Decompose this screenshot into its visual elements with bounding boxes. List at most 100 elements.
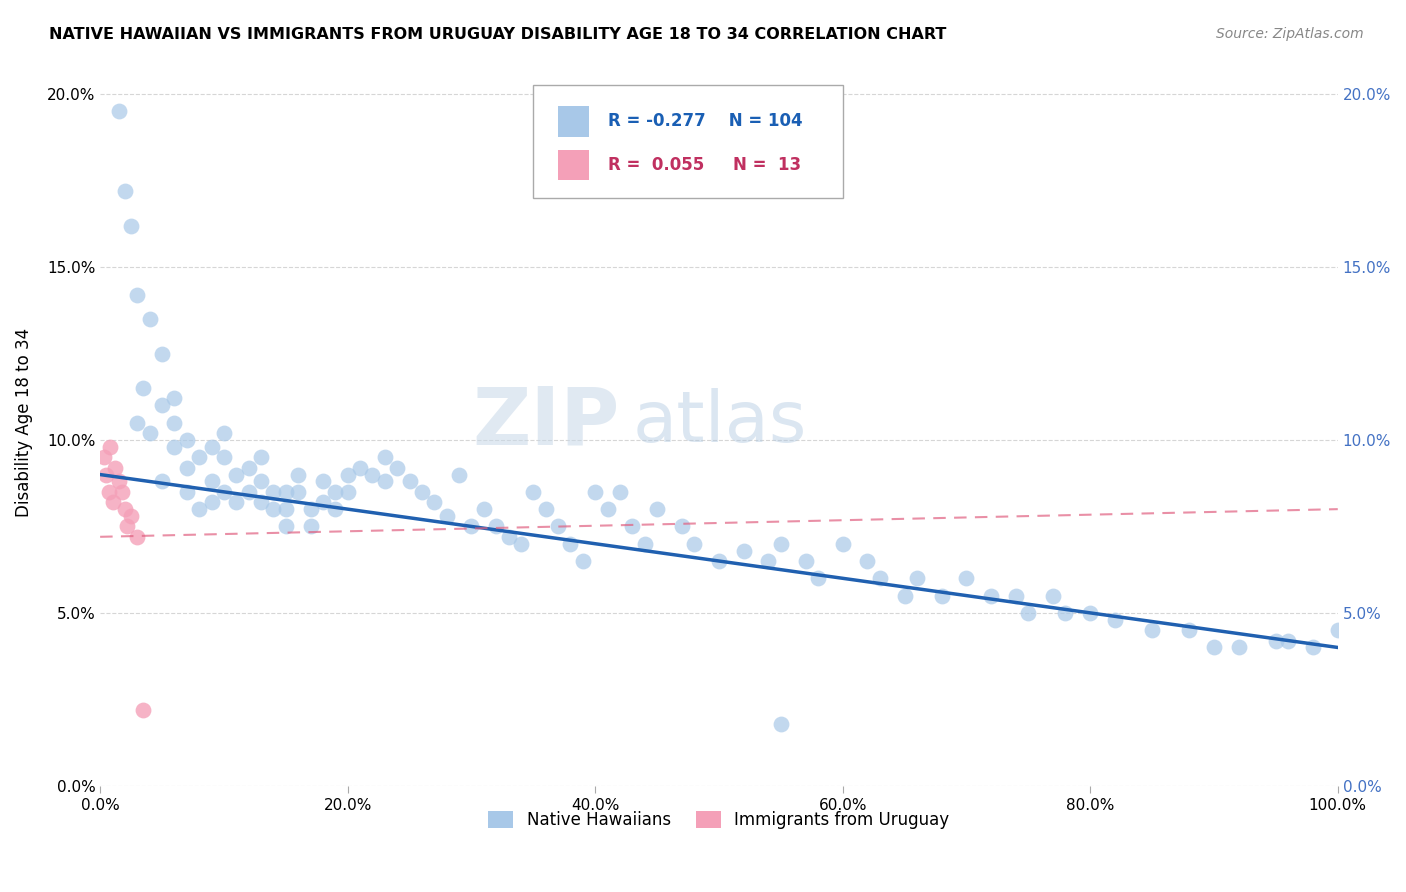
Point — [238, 460, 260, 475]
Point — [200, 440, 222, 454]
Point — [1140, 623, 1163, 637]
Point — [361, 467, 384, 482]
Point — [509, 537, 531, 551]
Point — [1017, 606, 1039, 620]
Text: R =  0.055     N =  13: R = 0.055 N = 13 — [607, 156, 800, 174]
Point — [596, 502, 619, 516]
Point — [176, 460, 198, 475]
Point — [323, 502, 346, 516]
Point — [114, 184, 136, 198]
Point — [1202, 640, 1225, 655]
Text: Source: ZipAtlas.com: Source: ZipAtlas.com — [1216, 27, 1364, 41]
Point — [1178, 623, 1201, 637]
Point — [1054, 606, 1077, 620]
Point — [111, 484, 134, 499]
Point — [287, 484, 309, 499]
Point — [312, 495, 335, 509]
Y-axis label: Disability Age 18 to 34: Disability Age 18 to 34 — [15, 328, 32, 517]
Point — [1326, 623, 1348, 637]
Point — [274, 502, 297, 516]
Point — [349, 460, 371, 475]
Point — [225, 495, 247, 509]
Point — [769, 537, 792, 551]
Point — [323, 484, 346, 499]
Point — [707, 554, 730, 568]
Point — [212, 450, 235, 465]
Point — [312, 475, 335, 489]
Point — [93, 450, 115, 465]
Point — [423, 495, 446, 509]
Point — [758, 554, 780, 568]
Point — [138, 312, 160, 326]
Point — [200, 475, 222, 489]
Point — [1005, 589, 1028, 603]
Point — [398, 475, 420, 489]
Point — [447, 467, 470, 482]
Point — [299, 519, 322, 533]
Point — [645, 502, 668, 516]
Point — [176, 484, 198, 499]
Point — [522, 484, 544, 499]
Point — [238, 484, 260, 499]
Point — [856, 554, 879, 568]
Point — [127, 416, 149, 430]
Point — [733, 543, 755, 558]
Point — [104, 460, 127, 475]
Point — [98, 440, 121, 454]
Point — [1227, 640, 1250, 655]
Point — [1078, 606, 1101, 620]
Point — [200, 495, 222, 509]
Point — [931, 589, 953, 603]
Point — [96, 467, 118, 482]
Point — [869, 571, 891, 585]
Point — [287, 467, 309, 482]
Point — [831, 537, 853, 551]
Point — [411, 484, 433, 499]
Point — [212, 484, 235, 499]
Point — [807, 571, 830, 585]
Point — [621, 519, 644, 533]
Text: R = -0.277    N = 104: R = -0.277 N = 104 — [607, 112, 803, 130]
Point — [547, 519, 569, 533]
Point — [683, 537, 706, 551]
Point — [274, 484, 297, 499]
Point — [769, 716, 792, 731]
Point — [1264, 633, 1286, 648]
Point — [127, 530, 149, 544]
Point — [336, 467, 359, 482]
Point — [150, 475, 173, 489]
Text: atlas: atlas — [633, 388, 807, 458]
Point — [336, 484, 359, 499]
Point — [534, 502, 557, 516]
Point — [374, 475, 396, 489]
Point — [97, 484, 120, 499]
Point — [498, 530, 520, 544]
Point — [107, 475, 129, 489]
Text: ZIP: ZIP — [472, 384, 620, 462]
Point — [150, 398, 173, 412]
Point — [163, 416, 186, 430]
Point — [120, 219, 142, 233]
Point — [980, 589, 1002, 603]
Point — [385, 460, 408, 475]
Point — [176, 433, 198, 447]
Point — [163, 440, 186, 454]
Point — [472, 502, 495, 516]
Point — [107, 104, 129, 119]
Point — [299, 502, 322, 516]
Point — [250, 495, 273, 509]
Point — [114, 502, 136, 516]
Point — [127, 287, 149, 301]
Text: NATIVE HAWAIIAN VS IMMIGRANTS FROM URUGUAY DISABILITY AGE 18 TO 34 CORRELATION C: NATIVE HAWAIIAN VS IMMIGRANTS FROM URUGU… — [49, 27, 946, 42]
Bar — [558, 106, 589, 136]
Point — [132, 381, 155, 395]
Point — [794, 554, 817, 568]
Point — [634, 537, 657, 551]
Point — [1104, 613, 1126, 627]
Point — [374, 450, 396, 465]
Point — [212, 426, 235, 441]
Point — [250, 475, 273, 489]
Point — [583, 484, 606, 499]
Point — [905, 571, 928, 585]
Point — [225, 467, 247, 482]
